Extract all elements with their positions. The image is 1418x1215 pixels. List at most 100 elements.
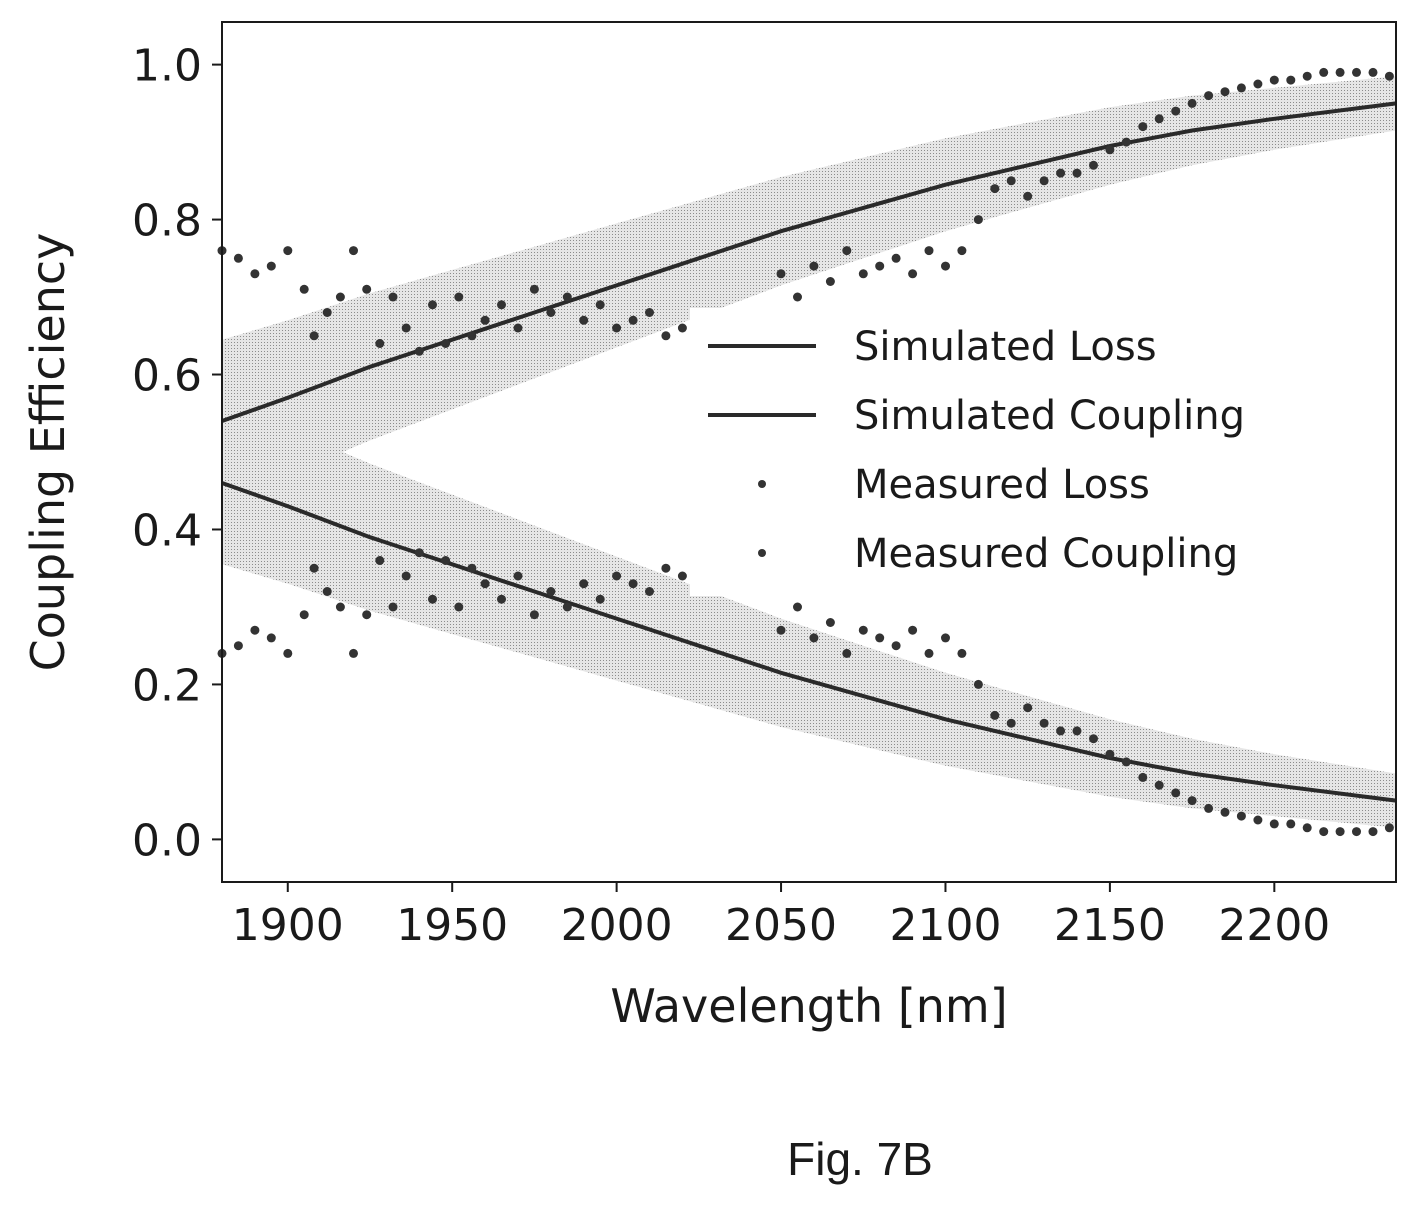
measured-coupling-point	[1089, 160, 1098, 170]
measured-coupling-point	[1319, 67, 1329, 77]
measured-loss-point	[612, 571, 622, 581]
measured-coupling-point	[1105, 145, 1115, 155]
x-tick-label: 2050	[725, 900, 837, 951]
measured-coupling-point	[283, 246, 293, 256]
measured-loss-point	[1039, 718, 1049, 728]
measured-coupling-point	[1352, 67, 1361, 77]
measured-coupling-point	[401, 323, 411, 333]
measured-coupling-point	[677, 323, 687, 333]
measured-loss-point	[1121, 757, 1131, 767]
measured-coupling-point	[1154, 114, 1164, 124]
legend-label: Measured Coupling	[854, 531, 1238, 577]
legend-point-marker	[758, 480, 766, 488]
x-axis-label: Wavelength [nm]	[610, 979, 1007, 1033]
measured-loss-point	[1089, 734, 1098, 744]
x-tick-label: 1950	[396, 900, 508, 951]
measured-coupling-point	[362, 284, 372, 294]
x-tick-label: 2200	[1218, 900, 1330, 951]
measured-loss-point	[1105, 749, 1115, 759]
simulated-loss-band	[222, 401, 1396, 828]
measured-coupling-point	[941, 261, 950, 271]
measured-coupling-point	[973, 215, 983, 225]
measured-loss-point	[645, 587, 654, 596]
measured-loss-point	[973, 679, 983, 689]
measured-coupling-point	[467, 331, 477, 341]
measured-loss-point	[809, 633, 819, 643]
measured-loss-point	[858, 625, 868, 635]
measured-coupling-point	[546, 308, 556, 317]
measured-coupling-point	[1039, 176, 1049, 186]
measured-loss-point	[990, 710, 1000, 720]
measured-coupling-point	[480, 315, 490, 325]
measured-loss-point	[454, 602, 464, 612]
measured-coupling-point	[250, 269, 260, 279]
x-tick-label: 1900	[232, 900, 344, 951]
measured-coupling-point	[1384, 71, 1394, 81]
measured-loss-point	[1138, 772, 1148, 782]
measured-coupling-point	[612, 323, 622, 333]
measured-coupling-point	[990, 184, 1000, 194]
measured-coupling-point	[388, 292, 398, 302]
measured-loss-point	[825, 618, 835, 627]
measured-loss-point	[362, 610, 372, 620]
measured-coupling-point	[266, 261, 276, 271]
measured-loss-point	[401, 571, 411, 581]
measured-loss-point	[1171, 788, 1181, 798]
uncertainty-bands	[222, 76, 1396, 828]
measured-coupling-point	[1236, 83, 1246, 93]
measured-coupling-point	[825, 277, 835, 286]
measured-coupling-point	[1121, 137, 1131, 147]
x-tick-label: 2150	[1054, 900, 1166, 951]
measured-loss-point	[579, 579, 589, 589]
measured-loss-point	[1319, 827, 1329, 837]
measured-loss-point	[1023, 703, 1033, 713]
measured-loss-point	[661, 563, 671, 573]
legend: Simulated Loss Simulated Coupling Measured…	[690, 308, 1372, 596]
plot-frame	[221, 21, 1397, 883]
y-tick-label: 1.0	[132, 41, 202, 92]
measured-coupling-point	[875, 261, 885, 271]
measured-coupling-point	[375, 339, 385, 348]
measured-loss-point	[1253, 815, 1263, 825]
measured-coupling-point	[428, 300, 437, 310]
measured-loss-point	[428, 594, 437, 604]
measured-loss-point	[908, 625, 918, 635]
simulated-loss-line	[221, 481, 1397, 803]
x-tick-label: 2000	[561, 900, 673, 951]
measured-loss-point	[1204, 803, 1214, 813]
measured-loss-point	[1236, 811, 1246, 821]
measured-coupling-point	[908, 269, 918, 279]
measured-coupling-point	[513, 323, 523, 333]
measured-loss-point	[529, 610, 539, 620]
y-tick-label: 0.4	[132, 505, 202, 556]
measured-loss-point	[1072, 726, 1082, 736]
measured-coupling-point	[1335, 67, 1345, 77]
simulated-coupling-band	[222, 76, 1396, 503]
measured-loss-point	[1352, 827, 1361, 837]
x-axis: 1900 1950 2000 2050 2100 2150 2200	[232, 882, 1330, 951]
measured-loss-point	[335, 602, 345, 612]
measured-loss-point	[957, 648, 967, 658]
measured-coupling-point	[1171, 106, 1181, 116]
measured-loss-point	[283, 648, 293, 658]
measured-loss-point	[375, 556, 385, 565]
simulated-lines	[221, 101, 1397, 803]
measured-coupling-point	[776, 269, 786, 279]
measured-coupling-point	[957, 246, 967, 256]
measured-loss-point	[875, 633, 885, 643]
measured-coupling-point	[1056, 168, 1066, 178]
measured-coupling-point	[335, 292, 345, 302]
measured-points	[217, 67, 1394, 837]
measured-loss-point	[1368, 827, 1378, 837]
measured-coupling-point	[809, 261, 819, 271]
legend-box	[690, 308, 1372, 596]
measured-coupling-point	[562, 292, 572, 302]
measured-coupling-point	[1220, 87, 1230, 97]
measured-loss-point	[1269, 819, 1279, 829]
measured-loss-point	[595, 594, 605, 604]
measured-coupling-point	[858, 269, 868, 279]
measured-coupling-point	[1023, 191, 1033, 201]
simulated-coupling-line	[221, 101, 1397, 423]
measured-coupling-point	[891, 253, 901, 263]
legend-label: Simulated Coupling	[854, 393, 1245, 439]
